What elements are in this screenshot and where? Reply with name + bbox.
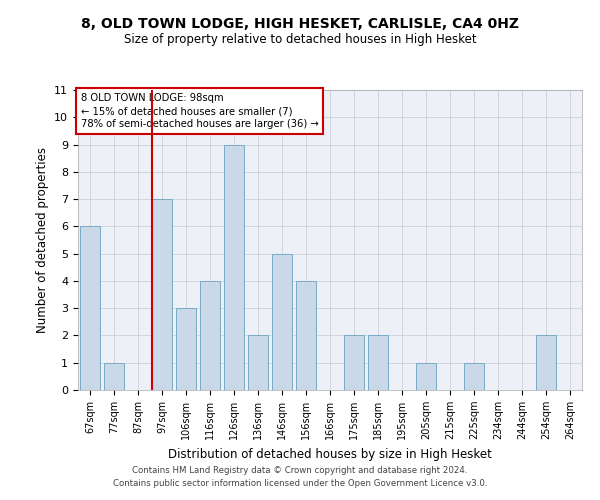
Bar bbox=[248, 336, 268, 390]
Bar bbox=[272, 254, 292, 390]
Y-axis label: Number of detached properties: Number of detached properties bbox=[36, 147, 49, 333]
Bar bbox=[176, 308, 196, 390]
Bar bbox=[368, 336, 388, 390]
Bar bbox=[344, 336, 364, 390]
Text: Contains HM Land Registry data © Crown copyright and database right 2024.
Contai: Contains HM Land Registry data © Crown c… bbox=[113, 466, 487, 487]
Text: Size of property relative to detached houses in High Hesket: Size of property relative to detached ho… bbox=[124, 32, 476, 46]
Bar bbox=[416, 362, 436, 390]
Text: 8, OLD TOWN LODGE, HIGH HESKET, CARLISLE, CA4 0HZ: 8, OLD TOWN LODGE, HIGH HESKET, CARLISLE… bbox=[81, 18, 519, 32]
Bar bbox=[104, 362, 124, 390]
Bar bbox=[152, 199, 172, 390]
Bar bbox=[200, 281, 220, 390]
Bar bbox=[464, 362, 484, 390]
Text: 8 OLD TOWN LODGE: 98sqm
← 15% of detached houses are smaller (7)
78% of semi-det: 8 OLD TOWN LODGE: 98sqm ← 15% of detache… bbox=[80, 93, 318, 130]
Bar bbox=[296, 281, 316, 390]
Bar bbox=[80, 226, 100, 390]
Bar bbox=[536, 336, 556, 390]
X-axis label: Distribution of detached houses by size in High Hesket: Distribution of detached houses by size … bbox=[168, 448, 492, 460]
Bar bbox=[224, 144, 244, 390]
